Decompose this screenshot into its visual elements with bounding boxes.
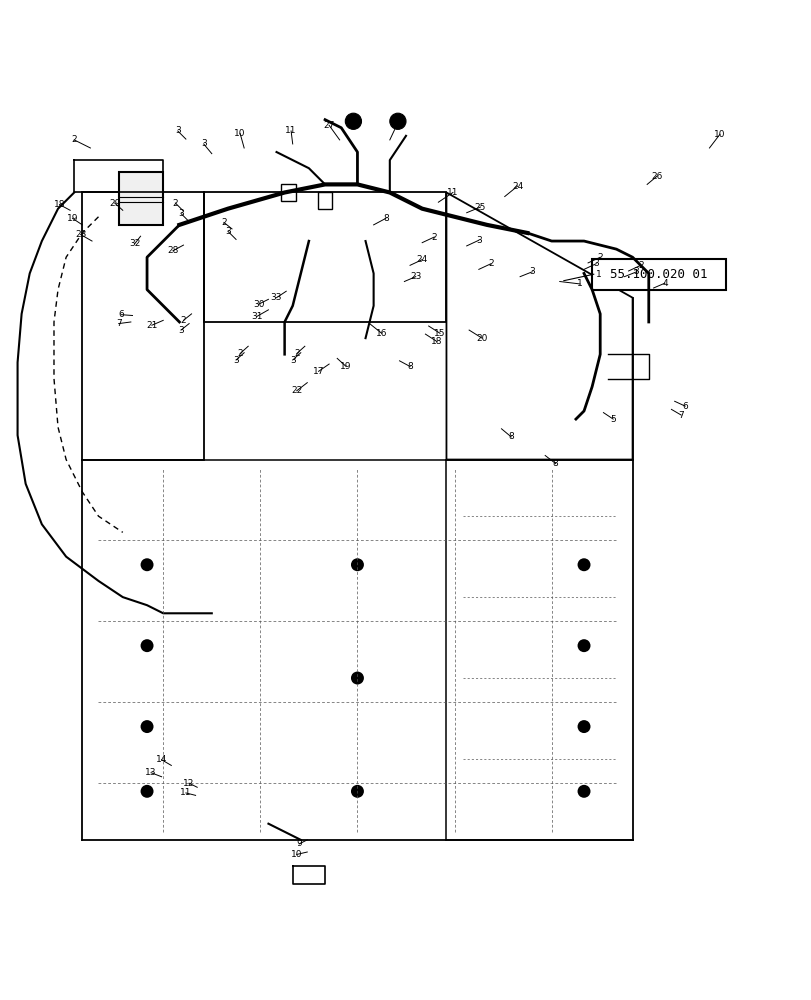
Text: 11: 11 <box>447 188 458 197</box>
Circle shape <box>350 785 363 798</box>
Text: 3: 3 <box>633 267 639 276</box>
Text: 3: 3 <box>174 126 181 135</box>
Circle shape <box>140 639 153 652</box>
Text: 27: 27 <box>323 121 334 130</box>
Text: 7: 7 <box>116 319 122 328</box>
Circle shape <box>577 558 590 571</box>
Text: 23: 23 <box>410 272 421 281</box>
Text: 18: 18 <box>431 337 442 346</box>
Circle shape <box>140 720 153 733</box>
Text: 6: 6 <box>681 402 687 411</box>
Circle shape <box>389 113 406 129</box>
Text: 3: 3 <box>593 259 599 268</box>
Text: 19: 19 <box>340 362 351 371</box>
Circle shape <box>345 113 361 129</box>
Text: 31: 31 <box>251 312 263 321</box>
Text: 2: 2 <box>294 349 299 358</box>
Text: 1: 1 <box>595 270 601 279</box>
Text: 18: 18 <box>54 200 66 209</box>
Text: 21: 21 <box>146 321 157 330</box>
Text: 26: 26 <box>650 172 662 181</box>
Text: 13: 13 <box>145 768 157 777</box>
Circle shape <box>577 785 590 798</box>
Text: 6: 6 <box>118 310 124 319</box>
Text: 20: 20 <box>476 334 487 343</box>
Bar <box>317 192 332 209</box>
Text: 12: 12 <box>183 779 195 788</box>
Text: 3: 3 <box>225 227 230 236</box>
Text: 3: 3 <box>233 356 238 365</box>
Text: 15: 15 <box>434 329 445 338</box>
Circle shape <box>140 785 153 798</box>
Text: 24: 24 <box>416 255 427 264</box>
Text: 16: 16 <box>375 329 387 338</box>
Text: 3: 3 <box>178 209 183 218</box>
Text: 3: 3 <box>529 267 534 276</box>
FancyBboxPatch shape <box>591 259 725 290</box>
Text: 19: 19 <box>67 214 78 223</box>
Text: 33: 33 <box>270 293 282 302</box>
Text: 5: 5 <box>610 415 616 424</box>
Text: 2: 2 <box>180 316 186 325</box>
Circle shape <box>577 720 590 733</box>
Text: 23: 23 <box>75 230 86 239</box>
Text: 2: 2 <box>221 218 226 227</box>
Text: 55.100.020 01: 55.100.020 01 <box>609 268 706 281</box>
Text: 9: 9 <box>296 839 302 848</box>
Text: 2: 2 <box>487 259 493 268</box>
Text: 2: 2 <box>431 233 436 242</box>
Text: 8: 8 <box>508 432 513 441</box>
Text: 2: 2 <box>597 253 603 262</box>
Text: 3: 3 <box>178 326 183 335</box>
Circle shape <box>350 672 363 685</box>
Text: 11: 11 <box>285 126 297 135</box>
Text: 3: 3 <box>475 236 481 245</box>
Text: 10: 10 <box>234 129 246 138</box>
Circle shape <box>350 558 363 571</box>
Text: 10: 10 <box>290 850 303 859</box>
Text: 7: 7 <box>677 411 683 420</box>
Text: 17: 17 <box>312 367 324 376</box>
Circle shape <box>140 558 153 571</box>
FancyBboxPatch shape <box>118 172 163 225</box>
Text: 8: 8 <box>393 122 399 131</box>
Text: 2: 2 <box>237 349 242 358</box>
Text: 32: 32 <box>129 239 140 248</box>
Text: 28: 28 <box>167 246 178 255</box>
Text: 2: 2 <box>173 199 178 208</box>
Text: 10: 10 <box>714 130 725 139</box>
Text: 30: 30 <box>253 300 264 309</box>
Circle shape <box>577 639 590 652</box>
Text: 14: 14 <box>156 755 167 764</box>
Text: 2: 2 <box>71 135 77 144</box>
Text: 8: 8 <box>552 459 558 468</box>
Text: 25: 25 <box>474 203 486 212</box>
Text: 22: 22 <box>291 386 302 395</box>
Text: 3: 3 <box>200 139 206 148</box>
Text: 4: 4 <box>661 279 667 288</box>
Text: 11: 11 <box>180 788 191 797</box>
Text: 8: 8 <box>383 214 388 223</box>
Text: 29: 29 <box>109 199 120 208</box>
Text: 1: 1 <box>577 279 582 288</box>
Text: 3: 3 <box>290 356 295 365</box>
Text: 8: 8 <box>406 362 413 371</box>
Text: 2: 2 <box>637 261 642 270</box>
Bar <box>281 184 295 201</box>
Text: 24: 24 <box>512 182 522 191</box>
